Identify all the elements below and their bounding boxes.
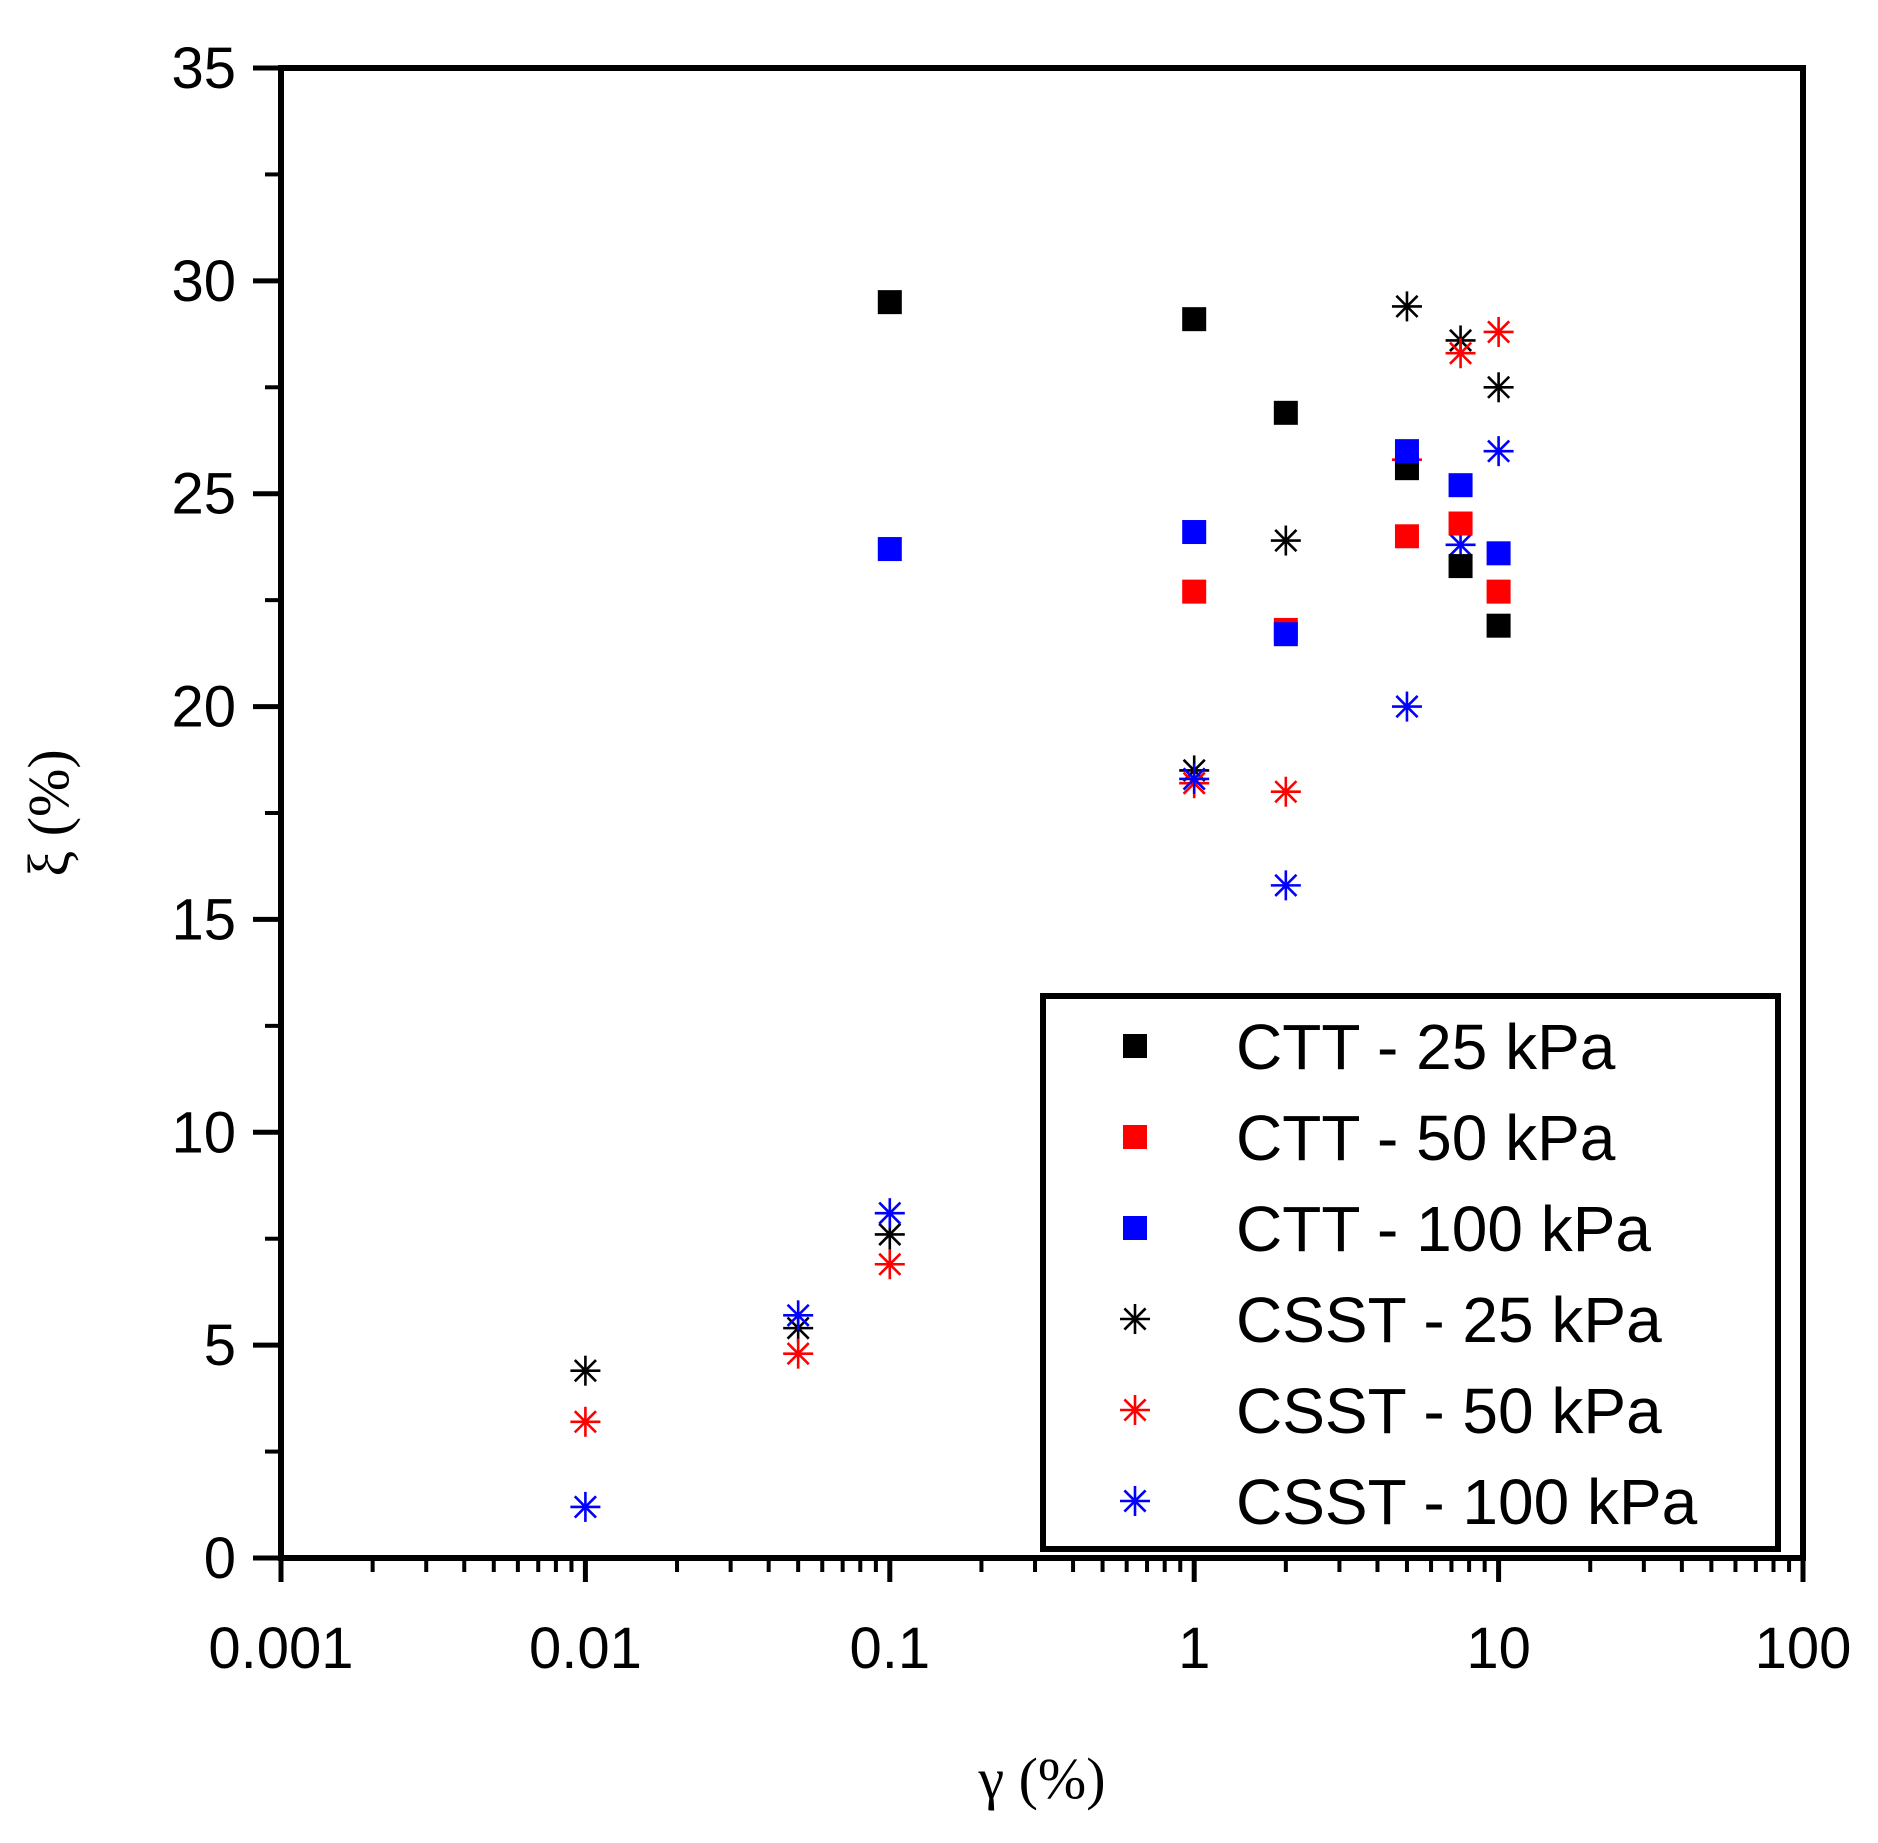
data-point (1394, 439, 1419, 464)
data-point (570, 1406, 601, 1437)
marker-stroke (1123, 1489, 1147, 1513)
legend-label: CSST - 50 kPa (1236, 1375, 1662, 1447)
data-point (1182, 520, 1207, 545)
legend-marker (1120, 1486, 1150, 1516)
marker-stroke (1487, 439, 1511, 463)
data-point (874, 1198, 905, 1229)
legend-label: CTT - 50 kPa (1236, 1102, 1616, 1174)
data-point (783, 1300, 814, 1331)
legend-marker (1120, 1304, 1150, 1334)
data-point (1448, 511, 1473, 536)
plot-frame (278, 65, 1806, 1561)
marker-stroke (1487, 320, 1511, 344)
legend-label: CTT - 25 kPa (1236, 1011, 1616, 1083)
data-point (1448, 473, 1473, 498)
marker-stroke (1487, 375, 1511, 399)
data-point (570, 1491, 601, 1522)
marker-stroke (878, 1201, 902, 1225)
y-tick-label: 30 (171, 249, 236, 314)
x-tick-label: 0.01 (529, 1616, 642, 1681)
legend: CTT - 25 kPa CTT - 50 kPa CTT - 100 kPa CSS… (1040, 993, 1781, 1552)
data-point (1394, 524, 1419, 549)
x-tick-label: 100 (1755, 1616, 1852, 1681)
marker-stroke (1123, 1307, 1147, 1331)
data-point (1179, 763, 1210, 794)
data-point (1486, 613, 1511, 638)
data-point (877, 290, 902, 315)
data-point (570, 1355, 601, 1386)
data-point (1270, 870, 1301, 901)
data-point (1486, 579, 1511, 604)
legend-marker (1123, 1034, 1147, 1058)
y-tick-label: 25 (171, 462, 236, 527)
data-point (874, 1249, 905, 1280)
marker-stroke (878, 1222, 902, 1246)
legend-marker (1123, 1125, 1147, 1149)
y-tick-label: 5 (204, 1313, 236, 1378)
marker-stroke (573, 1410, 597, 1434)
y-tick-label: 10 (171, 1100, 236, 1165)
legend-marker (1120, 1395, 1150, 1425)
legend-box (1040, 993, 1781, 1552)
legend-label: CTT - 100 kPa (1236, 1193, 1651, 1265)
x-tick-label: 0.1 (849, 1616, 930, 1681)
marker-stroke (786, 1342, 810, 1366)
x-tick-label: 0.001 (208, 1616, 353, 1681)
data-point (1483, 316, 1514, 347)
x-axis-title: γ (%) (977, 1746, 1105, 1811)
data-markers (570, 290, 1514, 1522)
data-point (1445, 338, 1476, 369)
legend-label: CSST - 100 kPa (1236, 1466, 1698, 1538)
data-point (1391, 691, 1422, 722)
marker-stroke (573, 1495, 597, 1519)
y-tick-label: 20 (171, 675, 236, 740)
y-tick-label: 15 (171, 887, 236, 952)
x-tick-label: 1 (1178, 1616, 1210, 1681)
y-tick-label: 0 (204, 1526, 236, 1591)
data-point (1270, 776, 1301, 807)
marker-stroke (1274, 529, 1298, 553)
legend-label: CSST - 25 kPa (1236, 1284, 1662, 1356)
marker-stroke (1395, 695, 1419, 719)
legend-marker (1123, 1216, 1147, 1240)
data-point (1273, 622, 1298, 647)
marker-stroke (573, 1359, 597, 1383)
data-point (877, 537, 902, 562)
axis-ticks: 0.001 0.01 0.1 1 10 100 0 5 10 15 20 25 30 35 (171, 36, 1851, 1681)
marker-stroke (1449, 341, 1473, 365)
data-point (1273, 400, 1298, 425)
x-tick-label: 10 (1466, 1616, 1531, 1681)
data-point (1483, 372, 1514, 403)
data-point (1182, 307, 1207, 332)
y-axis-title: ξ (%) (16, 749, 81, 876)
marker-stroke (878, 1252, 902, 1276)
data-point (1486, 541, 1511, 566)
marker-stroke (1274, 873, 1298, 897)
y-tick-label: 35 (171, 36, 236, 101)
marker-stroke (1182, 767, 1206, 791)
data-point (1270, 525, 1301, 556)
marker-stroke (1274, 780, 1298, 804)
data-point (1391, 291, 1422, 322)
data-point (783, 1338, 814, 1369)
data-point (1182, 579, 1207, 604)
data-point (1448, 554, 1473, 579)
marker-stroke (786, 1303, 810, 1327)
data-point (1483, 436, 1514, 467)
marker-stroke (1123, 1398, 1147, 1422)
marker-stroke (1449, 533, 1473, 557)
marker-stroke (1395, 294, 1419, 318)
